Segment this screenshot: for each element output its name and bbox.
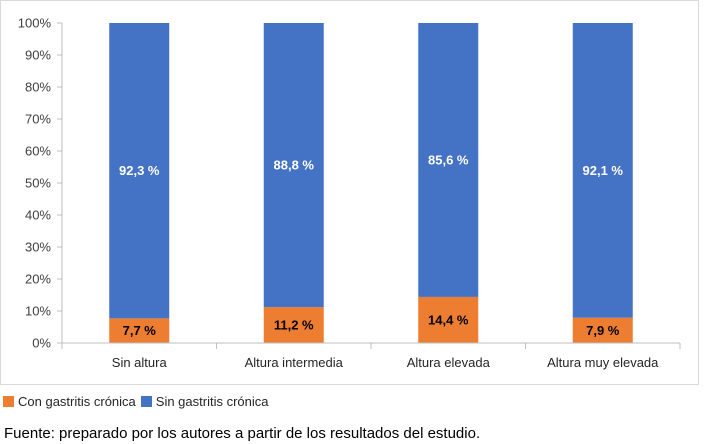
bar-con-gastritis — [109, 318, 170, 343]
data-label: 92,1 % — [583, 163, 624, 178]
bar-sin-gastritis — [418, 23, 479, 297]
bar-con-gastritis — [263, 307, 324, 343]
data-label: 88,8 % — [274, 158, 315, 173]
y-tick-label: 80% — [25, 80, 51, 95]
bar-con-gastritis — [572, 317, 633, 343]
x-tick-label: Sin altura — [112, 355, 168, 370]
bar-sin-gastritis — [572, 23, 633, 318]
legend-item-sin-gastritis: Sin gastritis crónica — [139, 393, 269, 409]
y-tick-label: 100% — [18, 16, 52, 31]
y-tick-label: 10% — [25, 304, 51, 319]
y-tick-label: 30% — [25, 240, 51, 255]
legend-label: Con gastritis crónica — [18, 393, 136, 409]
data-label: 7,9 % — [586, 323, 620, 338]
y-tick-label: 50% — [25, 176, 51, 191]
x-tick-label: Altura elevada — [407, 355, 491, 370]
y-tick-label: 20% — [25, 272, 51, 287]
data-label: 85,6 % — [428, 152, 469, 167]
chart-area: 0% 10% 20% 30% 40% 50% 60% 70% 80% 90% 100% Sin alt… — [0, 0, 699, 385]
y-tick-label: 90% — [25, 48, 51, 63]
y-tick-label: 70% — [25, 112, 51, 127]
bar-sin-gastritis — [263, 23, 324, 308]
data-label: 11,2 % — [274, 318, 314, 333]
bar-con-gastritis — [418, 296, 479, 343]
data-label: 92,3 % — [119, 163, 160, 178]
legend: Con gastritis crónica Sin gastritis crón… — [2, 392, 273, 410]
x-tick-label: Altura muy elevada — [547, 355, 659, 370]
chart-border — [0, 0, 699, 385]
y-tick-label: 60% — [25, 144, 51, 159]
legend-item-con-gastritis: Con gastritis crónica — [2, 394, 136, 409]
legend-swatch-blue — [139, 394, 153, 408]
stacked-bar-chart: 0% 10% 20% 30% 40% 50% 60% 70% 80% 90% 100% Sin alt… — [0, 0, 699, 385]
source-note: Fuente: preparado por los autores a part… — [4, 425, 481, 442]
x-tick-label: Altura intermedia — [245, 355, 344, 370]
y-tick-label: 0% — [32, 336, 51, 351]
y-tick-label: 40% — [25, 208, 51, 223]
data-label: 14,4 % — [428, 312, 469, 327]
legend-swatch-orange — [2, 394, 15, 408]
bar-sin-gastritis — [109, 23, 170, 319]
legend-label: Sin gastritis crónica — [155, 393, 269, 409]
data-label: 7,7 % — [123, 323, 157, 338]
